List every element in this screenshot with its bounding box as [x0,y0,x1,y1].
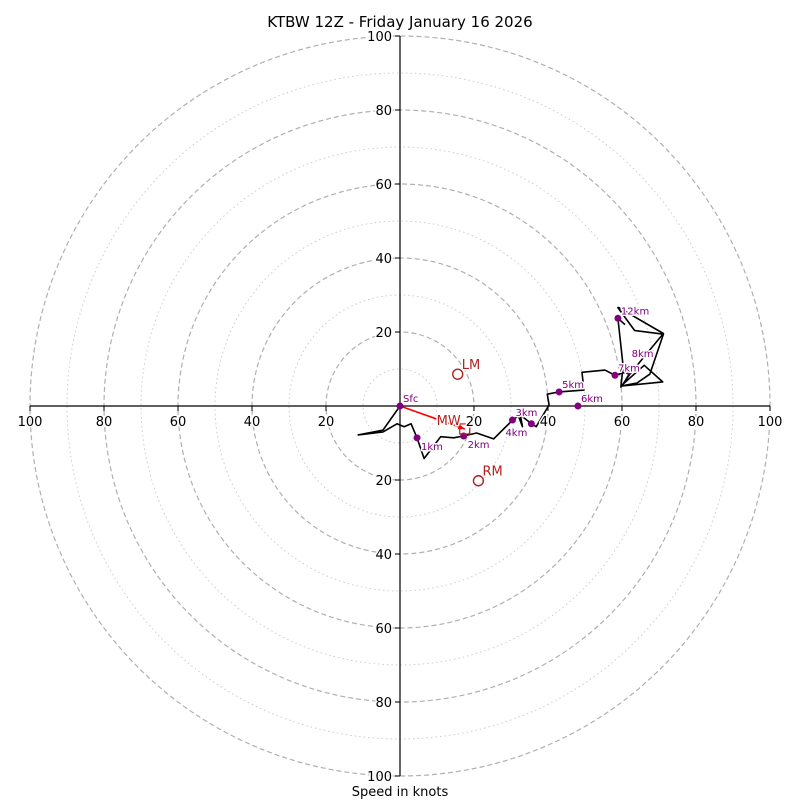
height-marker-4km [527,420,535,428]
x-tick-label: 80 [96,415,113,430]
x-tick-label: 20 [466,415,483,430]
tick-labels: 100 80 60 40 20 20 40 60 80 100 100 80 60 40 20 20 40 60 8… [16,29,784,787]
shear-vector-line [399,405,466,430]
height-marker-label-12km: 12km [621,306,649,317]
height-marker-label-2km: 2km [468,440,490,451]
y-tick-label: 20 [375,326,392,341]
y-tick-label: 100 [367,770,392,785]
y-tick-label: 40 [375,252,392,267]
x-tick-label: 60 [170,415,187,430]
y-tick-label: 40 [375,548,392,563]
y-tick-label: 60 [375,178,392,193]
storm-motion-marker-mw [459,423,471,435]
x-tick-label: 80 [688,415,705,430]
x-tick-label: 100 [18,415,43,430]
height-marker-12km [614,314,622,322]
x-tick-label: 100 [758,415,783,430]
height-marker-label-4km: 4km [505,428,527,439]
height-marker-label-6km: 6km [581,394,603,405]
storm-motion-marker-rm [472,475,485,487]
height-marker-7km [611,371,619,379]
x-tick-label: 20 [318,415,335,430]
annotation-labels: LM RM MW Sfc 1km 2km 3km 4km 5km 6km 7km 8km 12km [402,305,656,481]
height-marker-label-8km: 8km [632,349,654,360]
y-tick-label: 60 [375,622,392,637]
storm-motion-marker-lm [452,368,464,380]
x-tick-label: 40 [540,415,557,430]
y-tick-label: 20 [375,474,392,489]
x-tick-label: 40 [244,415,261,430]
chart-title: KTBW 12Z - Friday January 16 2026 [267,13,532,31]
storm-motions [452,368,485,487]
height-marker-label-5km: 5km [562,380,584,391]
height-marker-label-sfc: Sfc [403,394,418,405]
storm-motion-label-lm: LM [462,358,480,373]
height-marker-label-1km: 1km [421,442,443,453]
height-marker-1km [413,434,421,442]
x-axis-label: Speed in knots [352,785,449,800]
height-marker-6km [574,402,582,410]
height-markers [396,314,633,442]
y-tick-label: 80 [375,104,392,119]
y-tick-label: 80 [375,696,392,711]
height-marker-label-7km: 7km [618,363,640,374]
storm-motion-label-mw: MW [437,414,461,429]
y-tick-label: 100 [367,30,392,45]
x-tick-label: 60 [614,415,631,430]
height-marker-3km [508,416,516,424]
height-marker-sfc [396,402,404,410]
height-marker-label-3km: 3km [515,408,537,419]
storm-motion-label-rm: RM [482,465,502,480]
height-marker-8km [625,367,633,375]
height-marker-5km [555,388,563,396]
